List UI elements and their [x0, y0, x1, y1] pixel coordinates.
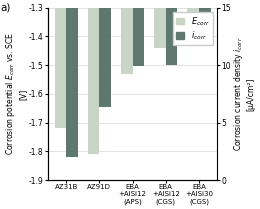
Y-axis label: Corrosion potential $E_{corr}$ vs. SCE
[V]: Corrosion potential $E_{corr}$ vs. SCE [… — [4, 32, 28, 155]
Bar — [99, 8, 111, 107]
Legend: $E_{corr}$, $i_{corr}$: $E_{corr}$, $i_{corr}$ — [173, 12, 213, 45]
Text: a): a) — [0, 2, 10, 12]
Y-axis label: Corrosion current density $i_{corr}$
[µA/cm²]: Corrosion current density $i_{corr}$ [µA… — [232, 37, 256, 151]
Bar — [66, 8, 78, 157]
Bar — [199, 8, 211, 28]
Bar — [133, 8, 144, 66]
Bar — [88, 8, 99, 154]
Bar — [154, 8, 166, 48]
Bar — [187, 8, 199, 39]
Bar — [166, 8, 177, 65]
Bar — [121, 8, 133, 74]
Bar — [55, 8, 66, 128]
